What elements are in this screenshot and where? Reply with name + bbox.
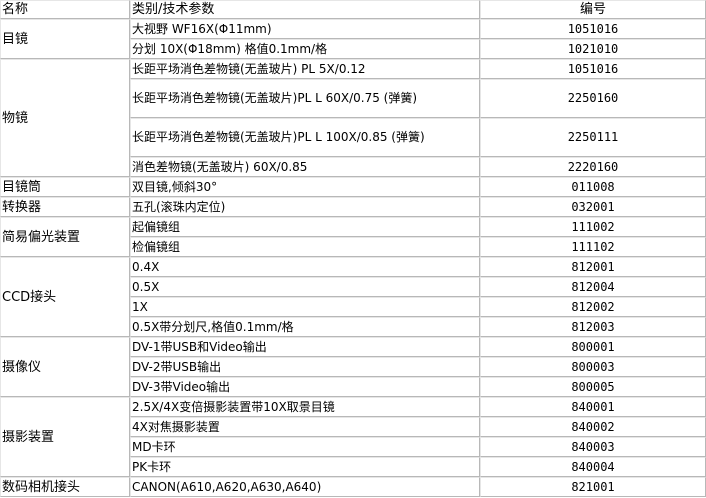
spec-cell: DV-3带Video输出	[130, 377, 480, 397]
code-cell: 812003	[480, 317, 706, 337]
category-name: 摄像仪	[0, 337, 130, 397]
table-row: DV-2带USB输出 800003	[0, 357, 706, 377]
spec-cell: 2.5X/4X变倍摄影装置带10X取景目镜	[130, 397, 480, 417]
header-code: 编号	[480, 0, 706, 19]
code-cell: 1051016	[480, 59, 706, 79]
header-name: 名称	[0, 0, 130, 19]
table-row: 消色差物镜(无盖玻片) 60X/0.85 2220160	[0, 157, 706, 177]
table-row: 摄像仪 DV-1带USB和Video输出 800001	[0, 337, 706, 397]
spec-cell: CANON(A610,A620,A630,A640)	[130, 477, 480, 497]
table-row: 转换器 五孔(滚珠内定位) 032001	[0, 197, 706, 217]
table-row: 0.5X 812004	[0, 277, 706, 297]
code-cell: 1021010	[480, 39, 706, 59]
table-row: 简易偏光装置 起偏镜组 111002	[0, 217, 706, 257]
category-name: 简易偏光装置	[0, 217, 130, 257]
spec-cell: 0.5X带分划尺,格值0.1mm/格	[130, 317, 480, 337]
code-cell: 032001	[480, 197, 706, 217]
table-row: CCD接头 0.4X 812001	[0, 257, 706, 337]
spec-cell: DV-1带USB和Video输出	[130, 337, 480, 357]
code-cell: 840004	[480, 457, 706, 477]
spec-cell: 1X	[130, 297, 480, 317]
spec-cell: PK卡环	[130, 457, 480, 477]
table-row: 摄影装置 2.5X/4X变倍摄影装置带10X取景目镜 840001	[0, 397, 706, 477]
table-row: 长距平场消色差物镜(无盖玻片)PL L 100X/0.85 (弹簧) 225011…	[0, 118, 706, 157]
code-cell: 812002	[480, 297, 706, 317]
code-cell: 1051016	[480, 19, 706, 39]
spec-cell: 长距平场消色差物镜(无盖玻片)PL L 100X/0.85 (弹簧)	[130, 118, 480, 157]
table-row: 目镜筒 双目镜,倾斜30° 011008	[0, 177, 706, 197]
code-cell: 2250160	[480, 79, 706, 118]
table-row: PK卡环 840004	[0, 457, 706, 477]
category-name: 目镜筒	[0, 177, 130, 197]
spec-cell: DV-2带USB输出	[130, 357, 480, 377]
code-cell: 840002	[480, 417, 706, 437]
table-row: 检偏镜组 111102	[0, 237, 706, 257]
spec-cell: 长距平场消色差物镜(无盖玻片) PL 5X/0.12	[130, 59, 480, 79]
code-cell: 812001	[480, 257, 706, 277]
table-row: 长距平场消色差物镜(无盖玻片)PL L 60X/0.75 (弹簧) 2250160	[0, 79, 706, 118]
table-row: 1X 812002	[0, 297, 706, 317]
code-cell: 111102	[480, 237, 706, 257]
table-row: DV-3带Video输出 800005	[0, 377, 706, 397]
code-cell: 2250111	[480, 118, 706, 157]
code-cell: 111002	[480, 217, 706, 237]
spec-cell: 检偏镜组	[130, 237, 480, 257]
table-row: 0.5X带分划尺,格值0.1mm/格 812003	[0, 317, 706, 337]
spec-cell: 长距平场消色差物镜(无盖玻片)PL L 60X/0.75 (弹簧)	[130, 79, 480, 118]
code-cell: 800003	[480, 357, 706, 377]
category-name: CCD接头	[0, 257, 130, 337]
spec-cell: 消色差物镜(无盖玻片) 60X/0.85	[130, 157, 480, 177]
category-name: 摄影装置	[0, 397, 130, 477]
code-cell: 812004	[480, 277, 706, 297]
table-row: 4X对焦摄影装置 840002	[0, 417, 706, 437]
category-name: 数码相机接头	[0, 477, 130, 497]
spec-cell: 0.5X	[130, 277, 480, 297]
code-cell: 800005	[480, 377, 706, 397]
table-row: 物镜 长距平场消色差物镜(无盖玻片) PL 5X/0.12 1051016	[0, 59, 706, 177]
code-cell: 800001	[480, 337, 706, 357]
spec-cell: 分划 10X(Φ18mm) 格值0.1mm/格	[130, 39, 480, 59]
spec-cell: MD卡环	[130, 437, 480, 457]
header-row: 名称 类别/技术参数 编号	[0, 0, 706, 19]
table-row: MD卡环 840003	[0, 437, 706, 457]
spec-cell: 0.4X	[130, 257, 480, 277]
code-cell: 011008	[480, 177, 706, 197]
spec-cell: 大视野 WF16X(Φ11mm)	[130, 19, 480, 39]
code-cell: 840001	[480, 397, 706, 417]
code-cell: 840003	[480, 437, 706, 457]
category-name: 物镜	[0, 59, 130, 177]
table-row: 数码相机接头 CANON(A610,A620,A630,A640) 821001	[0, 477, 706, 497]
header-spec: 类别/技术参数	[130, 0, 480, 19]
code-cell: 2220160	[480, 157, 706, 177]
spec-cell: 4X对焦摄影装置	[130, 417, 480, 437]
code-cell: 821001	[480, 477, 706, 497]
category-name: 转换器	[0, 197, 130, 217]
table-row: 分划 10X(Φ18mm) 格值0.1mm/格 1021010	[0, 39, 706, 59]
category-name: 目镜	[0, 19, 130, 59]
spec-cell: 双目镜,倾斜30°	[130, 177, 480, 197]
spec-cell: 起偏镜组	[130, 217, 480, 237]
table-row: 目镜 大视野 WF16X(Φ11mm) 1051016	[0, 19, 706, 59]
spec-cell: 五孔(滚珠内定位)	[130, 197, 480, 217]
